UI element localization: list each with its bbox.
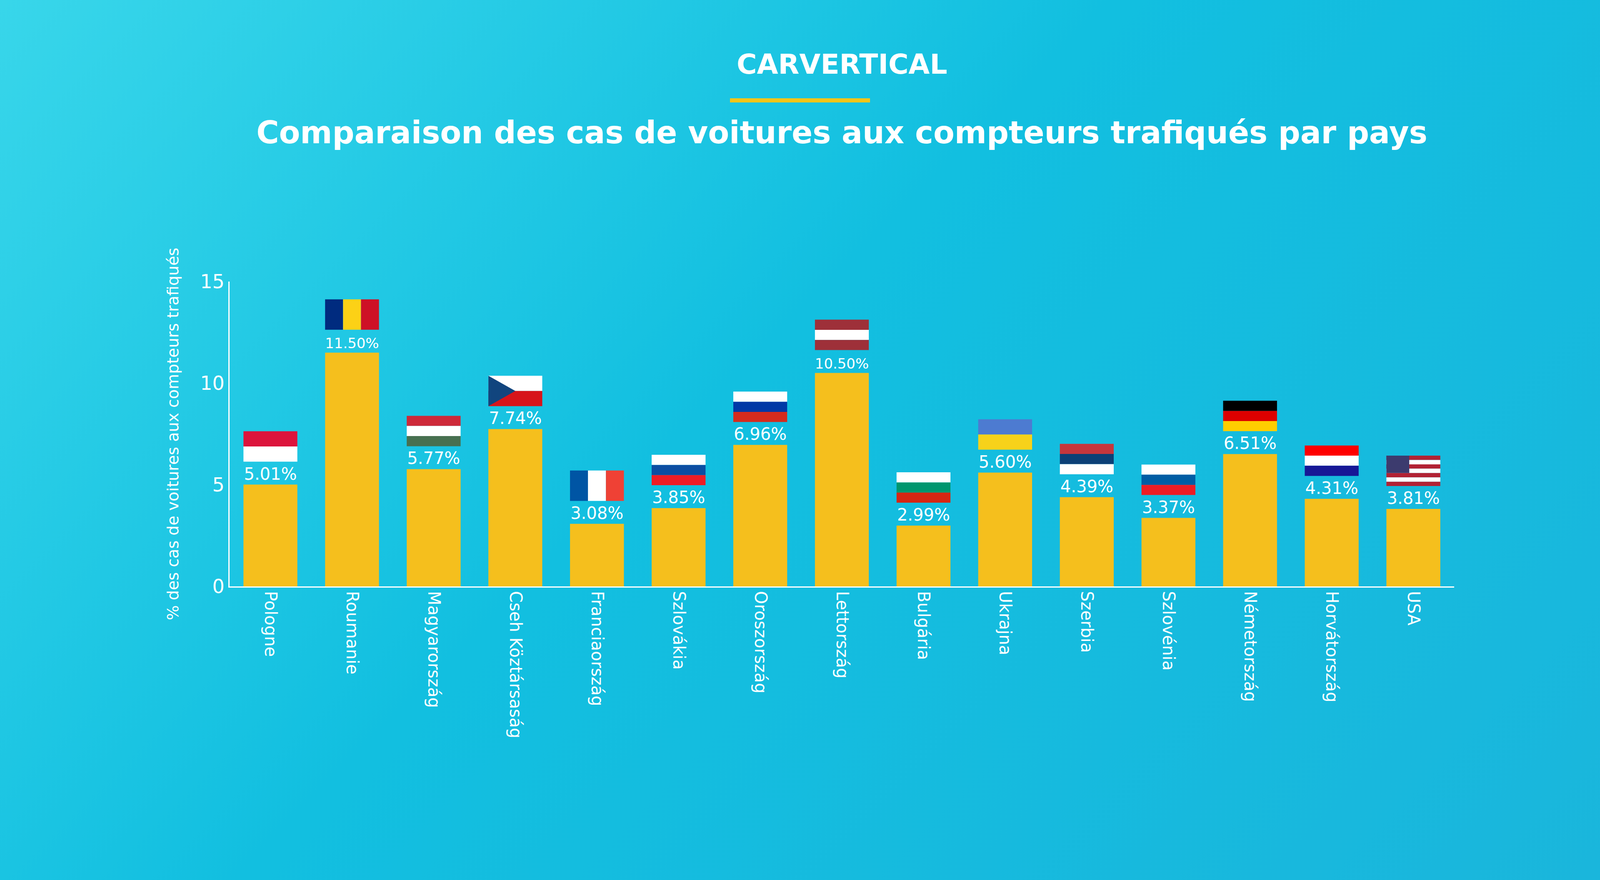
svg-text:5.60%: 5.60% [978,452,1032,472]
svg-text:Lettország: Lettország [832,591,853,679]
svg-text:Cseh Köztársaság: Cseh Köztársaság [506,591,526,739]
svg-text:4.31%: 4.31% [1305,478,1359,498]
svg-text:3.81%: 3.81% [1386,488,1440,508]
svg-text:Németország: Németország [1240,591,1260,703]
svg-text:11.50%: 11.50% [325,335,379,352]
svg-text:Bulgária: Bulgária [914,591,934,661]
svg-text:CARVERTICAL: CARVERTICAL [736,48,948,81]
svg-text:Oroszország: Oroszország [751,591,771,694]
svg-text:Szlovénia: Szlovénia [1159,591,1179,671]
svg-text:0: 0 [212,575,225,598]
svg-text:10: 10 [200,372,225,395]
svg-text:5.77%: 5.77% [407,448,460,468]
svg-text:6.51%: 6.51% [1223,433,1277,453]
svg-text:5.01%: 5.01% [243,464,297,484]
svg-text:15: 15 [200,270,225,293]
svg-text:3.85%: 3.85% [652,487,705,508]
svg-text:% des cas de voitures aux comp: % des cas de voitures aux compteurs traf… [163,247,183,621]
svg-text:10.50%: 10.50% [815,355,869,373]
svg-text:5: 5 [212,473,225,497]
svg-text:USA: USA [1404,591,1424,626]
svg-text:2.99%: 2.99% [897,505,950,525]
svg-text:3.37%: 3.37% [1142,497,1195,518]
svg-text:Szlovákia: Szlovákia [669,591,689,670]
svg-text:6.96%: 6.96% [733,424,787,444]
svg-text:Comparaison des cas de voiture: Comparaison des cas de voitures aux comp… [256,114,1428,151]
svg-text:Roumanie: Roumanie [342,591,363,675]
svg-text:7.74%: 7.74% [488,408,542,428]
svg-text:4.39%: 4.39% [1060,477,1114,497]
svg-text:Horvátország: Horvátország [1322,591,1342,703]
svg-text:Szerbia: Szerbia [1077,591,1097,653]
svg-text:Franciaország: Franciaország [587,591,608,707]
svg-text:3.08%: 3.08% [570,503,624,523]
svg-text:Pologne: Pologne [261,591,281,658]
svg-text:Ukrajna: Ukrajna [995,591,1015,656]
svg-text:Magyarország: Magyarország [424,591,444,709]
